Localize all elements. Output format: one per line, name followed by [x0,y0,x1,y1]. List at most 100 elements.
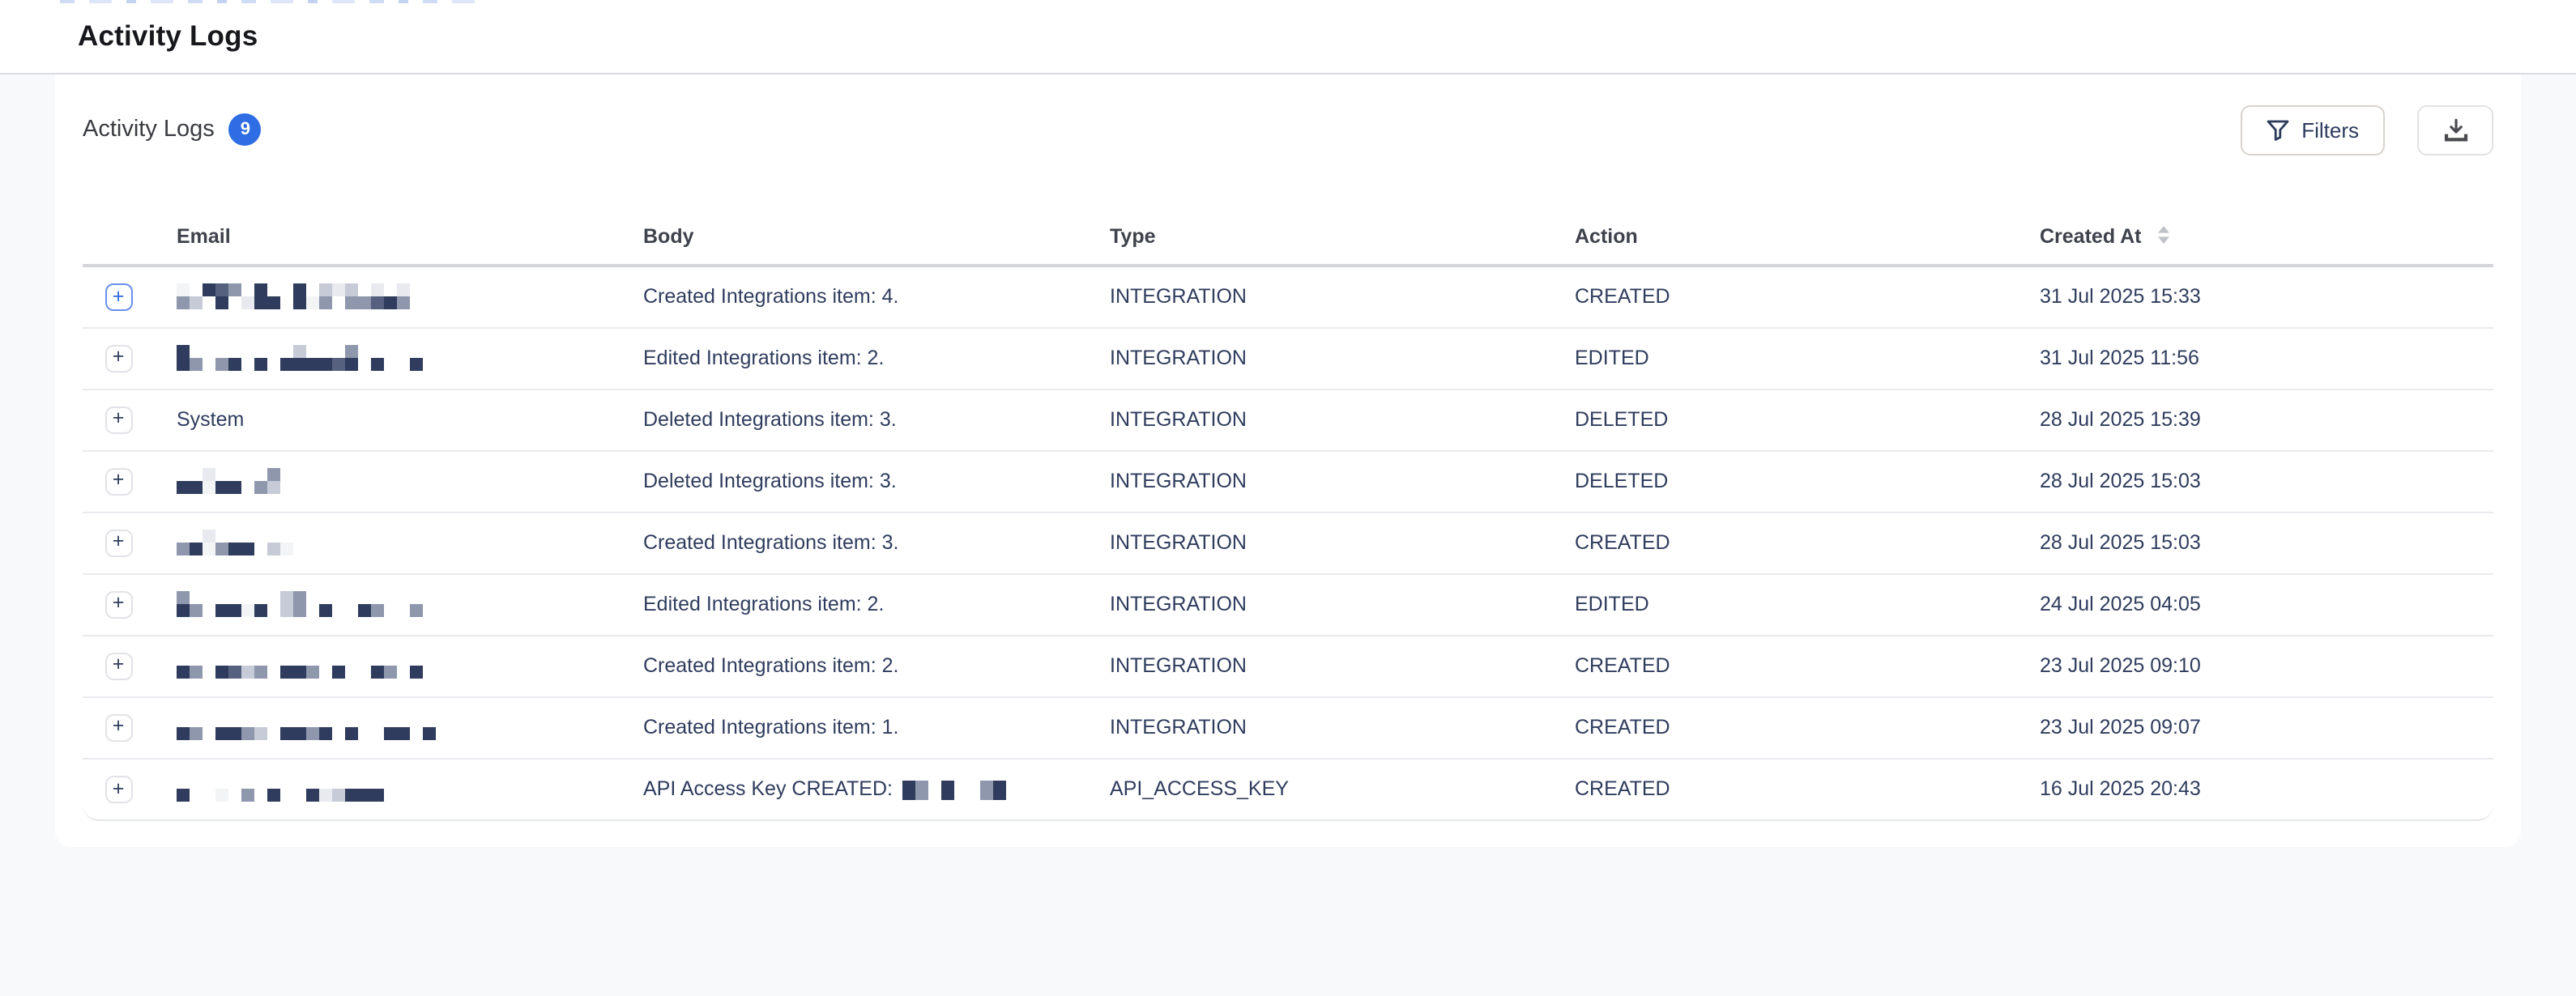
download-icon [2442,117,2468,142]
redacted-text [177,345,423,371]
created-at-cell: 28 Jul 2025 15:03 [2017,511,2493,573]
body-cell: Created Integrations item: 3. [621,511,1087,573]
created-at-cell: 23 Jul 2025 09:07 [2017,696,2493,758]
redacted-text [177,714,436,740]
body-cell: Edited Integrations item: 2. [621,572,1087,635]
body-cell: Created Integrations item: 1. [621,696,1087,758]
email-cell [154,757,621,819]
table-row: + Created Integrations item: 3. INTEGRAT… [83,511,2493,573]
action-cell: CREATED [1552,511,2017,573]
action-cell: CREATED [1552,757,2017,819]
page-title: Activity Logs [78,19,258,52]
plus-icon: + [112,406,125,430]
clipped-content-remnant [60,0,475,3]
expand-row-button[interactable]: + [104,467,132,495]
redacted-text [177,283,410,310]
expand-cell: + [83,757,154,819]
expand-row-button[interactable]: + [104,652,132,679]
plus-icon: + [112,653,125,676]
filters-button-label: Filters [2301,117,2359,142]
created-at-cell: 24 Jul 2025 04:05 [2017,572,2493,635]
expand-row-button[interactable]: + [104,775,132,803]
expand-cell: + [83,511,154,573]
activity-table: Email Body Type Action Created At [83,209,2493,821]
redacted-text [177,777,384,802]
card-title: Activity Logs [83,117,215,143]
expand-row-button[interactable]: + [104,590,132,618]
table-row: + Created Integrations item: 2. INTEGRAT… [83,634,2493,696]
expand-cell: + [83,634,154,696]
expand-cell: + [83,326,154,389]
action-cell: DELETED [1552,449,2017,512]
expand-cell: + [83,266,154,327]
created-at-cell: 28 Jul 2025 15:03 [2017,449,2493,512]
action-cell: EDITED [1552,326,2017,389]
email-cell [154,696,621,758]
created-at-cell: 31 Jul 2025 15:33 [2040,285,2201,309]
action-cell: CREATED [1575,285,1670,309]
plus-icon: + [112,591,125,615]
body-cell: Created Integrations item: 2. [621,634,1087,696]
body-cell: Deleted Integrations item: 3. [621,388,1087,450]
body-text: Deleted Integrations item: 3. [643,408,897,431]
type-cell: INTEGRATION [1087,449,1552,512]
filters-button[interactable]: Filters [2240,104,2385,155]
type-cell: INTEGRATION [1110,285,1247,309]
table-row: + Edited Integrations item: 2. INTEGRATI… [83,572,2493,635]
redacted-text [177,468,280,494]
expand-row-button[interactable]: + [104,406,132,433]
created-at-cell: 23 Jul 2025 09:10 [2017,634,2493,696]
count-badge: 9 [228,113,262,146]
page-header: Activity Logs [0,0,2576,74]
expand-row-button[interactable]: + [104,713,132,741]
expand-row-button[interactable]: + [104,344,132,372]
redacted-text [177,530,293,555]
type-cell: INTEGRATION [1087,696,1552,758]
export-button[interactable] [2417,104,2493,155]
expand-cell: + [83,388,154,450]
col-created-at[interactable]: Created At [2017,209,2493,267]
body-text: Edited Integrations item: 2. [643,347,885,369]
card-actions: Filters [2240,104,2493,155]
body-text: Created Integrations item: 3. [643,531,899,554]
plus-icon: + [112,530,125,553]
expand-row-button[interactable]: + [104,283,132,311]
card-header: Activity Logs 9 Filters [83,97,2493,162]
col-body: Body [621,209,1087,267]
table-row: + Edited Integrations item: 2. INTEGRATI… [83,326,2493,389]
email-cell [154,572,621,635]
table-row: + Deleted Integrations item: 3. INTEGRAT… [83,449,2493,512]
type-cell: API_ACCESS_KEY [1087,757,1552,819]
plus-icon: + [112,777,125,799]
col-email: Email [154,209,621,267]
email-text: System [177,408,245,431]
email-cell [154,326,621,389]
plus-icon: + [112,284,125,307]
redacted-text [177,653,423,679]
body-text: Created Integrations item: 4. [643,285,899,309]
body-text: Created Integrations item: 1. [643,716,899,738]
plus-icon: + [112,345,125,368]
expand-cell: + [83,449,154,512]
redacted-text [177,591,423,617]
created-at-cell: 28 Jul 2025 15:39 [2017,388,2493,450]
body-cell: Edited Integrations item: 2. [621,326,1087,389]
sort-arrows-icon [2156,225,2171,249]
expand-row-button[interactable]: + [104,529,132,556]
email-cell [154,634,621,696]
action-cell: CREATED [1552,696,2017,758]
table-row: + Created Integrations item: 4. INTEGRAT… [83,266,2493,327]
col-expand [83,209,154,267]
body-cell: API Access Key CREATED: [621,757,1087,819]
table-row: + API Access Key CREATED: API_ACCESS_KEY… [83,757,2493,819]
col-action: Action [1552,209,2017,267]
table-header-row: Email Body Type Action Created At [83,209,2493,267]
table-row: + System Deleted Integrations item: 3. I… [83,388,2493,450]
type-cell: INTEGRATION [1087,388,1552,450]
type-cell: INTEGRATION [1087,634,1552,696]
plus-icon: + [112,714,125,738]
email-cell [154,266,621,327]
email-cell [154,511,621,573]
action-cell: EDITED [1552,572,2017,635]
